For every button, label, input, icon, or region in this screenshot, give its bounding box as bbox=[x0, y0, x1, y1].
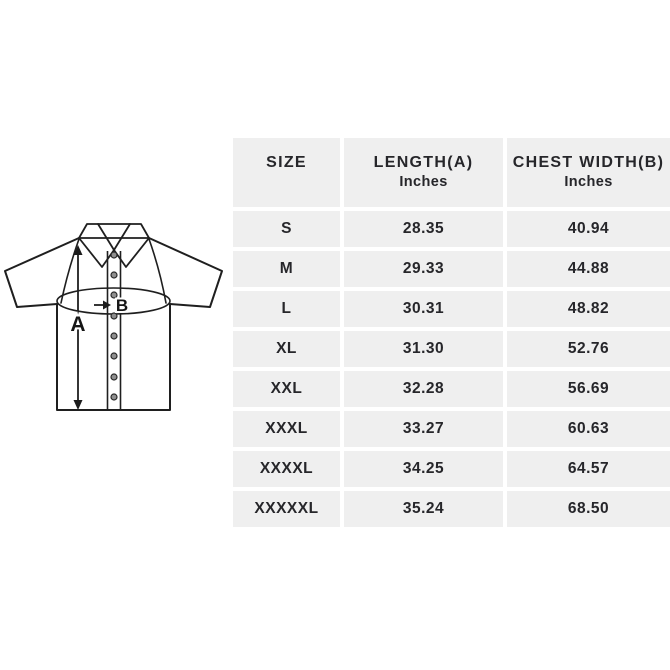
size-cell: S bbox=[233, 211, 340, 247]
length-cell: 29.33 bbox=[344, 251, 503, 287]
size-table: SIZE LENGTH(A) Inches CHEST WIDTH(B) Inc… bbox=[233, 138, 670, 527]
length-cell: 31.30 bbox=[344, 331, 503, 367]
col-title: SIZE bbox=[266, 154, 307, 171]
chest-cell: 48.82 bbox=[507, 291, 670, 327]
chest-cell: 56.69 bbox=[507, 371, 670, 407]
chest-arrow-label: B bbox=[116, 296, 128, 315]
size-cell: M bbox=[233, 251, 340, 287]
button-icon bbox=[110, 291, 118, 299]
placket-icon bbox=[106, 251, 122, 410]
col-subtitle: Inches bbox=[564, 174, 613, 190]
col-subtitle: Inches bbox=[399, 174, 448, 190]
collar-icon bbox=[78, 223, 150, 268]
chest-cell: 60.63 bbox=[507, 411, 670, 447]
length-arrow-icon bbox=[73, 245, 83, 410]
size-cell: XL bbox=[233, 331, 340, 367]
chest-cell: 40.94 bbox=[507, 211, 670, 247]
size-cell: XXXXXL bbox=[233, 491, 340, 527]
button-icon bbox=[110, 312, 118, 320]
col-title: LENGTH(A) bbox=[373, 154, 474, 171]
buttons-icon bbox=[110, 251, 118, 401]
chest-cell: 64.57 bbox=[507, 451, 670, 487]
button-icon bbox=[110, 352, 118, 360]
shirt-outline-icon bbox=[4, 237, 223, 411]
size-cell: L bbox=[233, 291, 340, 327]
size-cell: XXL bbox=[233, 371, 340, 407]
length-cell: 30.31 bbox=[344, 291, 503, 327]
length-cell: 32.28 bbox=[344, 371, 503, 407]
col-header-length: LENGTH(A) Inches bbox=[344, 138, 503, 207]
col-title: CHEST WIDTH(B) bbox=[512, 154, 665, 171]
button-icon bbox=[110, 373, 118, 381]
chest-cell: 52.76 bbox=[507, 331, 670, 367]
size-cell: XXXL bbox=[233, 411, 340, 447]
length-cell: 35.24 bbox=[344, 491, 503, 527]
chest-cell: 44.88 bbox=[507, 251, 670, 287]
chest-arrow-icon bbox=[94, 300, 111, 310]
shirt-diagram: A B bbox=[4, 223, 223, 411]
col-header-size: SIZE bbox=[233, 138, 340, 207]
size-cell: XXXXL bbox=[233, 451, 340, 487]
button-icon bbox=[110, 251, 118, 259]
button-icon bbox=[110, 332, 118, 340]
button-icon bbox=[110, 393, 118, 401]
length-arrow-label: A bbox=[70, 313, 85, 336]
length-cell: 28.35 bbox=[344, 211, 503, 247]
button-icon bbox=[110, 271, 118, 279]
length-cell: 34.25 bbox=[344, 451, 503, 487]
length-cell: 33.27 bbox=[344, 411, 503, 447]
chest-cell: 68.50 bbox=[507, 491, 670, 527]
col-header-chest-width: CHEST WIDTH(B) Inches bbox=[507, 138, 670, 207]
